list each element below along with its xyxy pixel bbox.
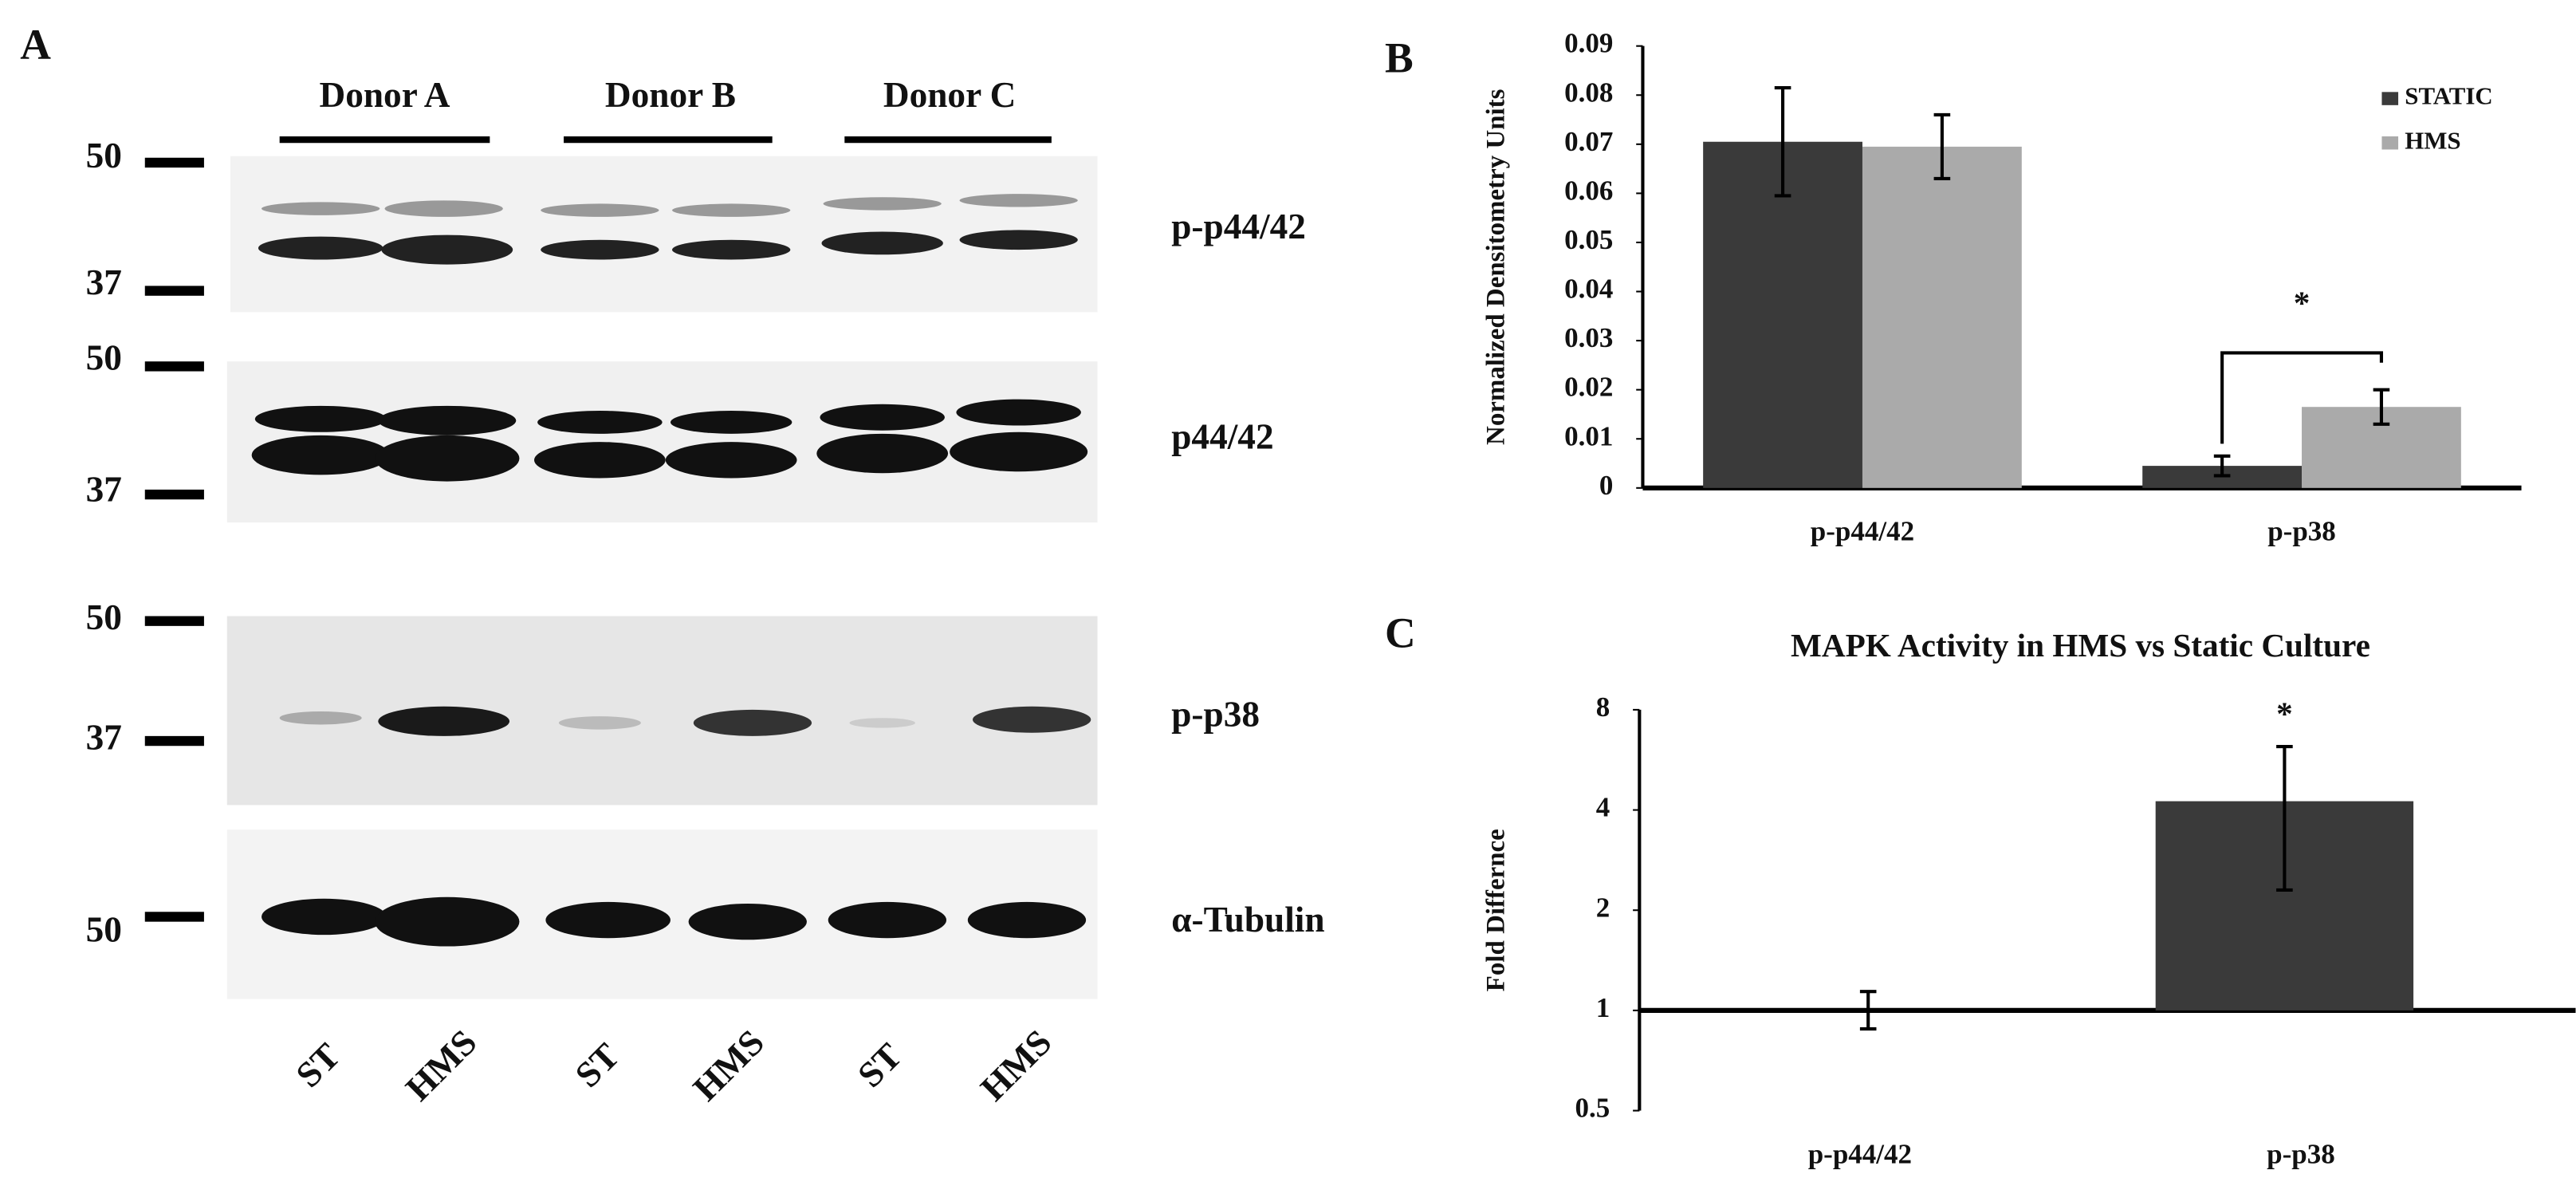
x-tick-label: p-p44/42	[1808, 1138, 1912, 1169]
legend-swatch	[2381, 136, 2399, 150]
marker-label: 50	[86, 338, 122, 378]
protein-label: p-p44/42	[1171, 207, 1306, 246]
y-tick-label: 2	[1596, 892, 1610, 923]
y-axis-title: Fold Differnce	[1482, 829, 1511, 991]
marker-dash	[144, 616, 204, 626]
marker-dash	[144, 157, 204, 168]
marker-dash	[144, 489, 204, 500]
donor-label: Donor B	[605, 75, 736, 115]
marker-label: 37	[86, 262, 122, 302]
panel-label: C	[1385, 609, 1416, 657]
panel-label: B	[1385, 34, 1414, 82]
error-bar	[2373, 388, 2390, 426]
x-tick-label: p-p38	[2267, 516, 2336, 547]
y-tick-label: 8	[1596, 691, 1610, 723]
marker-dash	[144, 735, 204, 747]
error-bar	[1859, 990, 1877, 1031]
marker-dash	[144, 361, 204, 372]
y-tick-label: 0	[1599, 470, 1614, 501]
y-tick-label: 0.02	[1564, 372, 1613, 403]
x-tick-label: p-p38	[2267, 1138, 2335, 1169]
bar	[1862, 146, 2022, 488]
marker-label: 37	[86, 469, 122, 509]
lane-label: ST	[850, 1035, 910, 1095]
y-tick-label: 1	[1596, 992, 1610, 1023]
error-bar	[1933, 112, 1951, 180]
blot-images	[226, 156, 1098, 999]
lane-label: ST	[568, 1035, 627, 1095]
legend-label: HMS	[2405, 126, 2460, 154]
annotation: *	[2276, 695, 2293, 731]
bar	[1703, 141, 1862, 488]
chart-title: MAPK Activity in HMS vs Static Culture	[1791, 627, 2370, 664]
error-bar	[2276, 745, 2293, 892]
lane-label: HMS	[973, 1022, 1059, 1109]
lane-label: HMS	[686, 1022, 772, 1109]
y-tick-label: 0.05	[1564, 224, 1613, 255]
lane-label: HMS	[398, 1022, 484, 1109]
donor-label: Donor C	[883, 75, 1017, 115]
y-tick-label: 0.01	[1564, 420, 1613, 451]
y-tick-label: 0.04	[1564, 274, 1613, 305]
marker-label: 50	[86, 909, 122, 949]
marker-label: 50	[86, 597, 122, 637]
protein-label: α-Tubulin	[1171, 900, 1324, 940]
legend-swatch	[2381, 92, 2399, 105]
marker-label: 37	[86, 717, 122, 757]
y-axis-title: Normalized Densitometry Units	[1482, 89, 1511, 445]
marker-dash	[144, 912, 204, 922]
y-tick-label: 4	[1596, 792, 1610, 823]
panel-label: A	[20, 21, 51, 69]
x-tick-label: p-p44/42	[1811, 516, 1914, 547]
protein-label: p-p38	[1171, 695, 1260, 735]
protein-label: p44/42	[1171, 416, 1273, 456]
y-tick-label: 0.06	[1564, 175, 1613, 206]
y-tick-label: 0.09	[1564, 28, 1613, 59]
y-tick-label: 0.5	[1575, 1093, 1610, 1124]
annotation: *	[2294, 284, 2311, 321]
lane-label: ST	[289, 1035, 348, 1095]
y-tick-label: 0.07	[1564, 126, 1613, 157]
error-bar	[2213, 454, 2231, 478]
marker-dash	[144, 286, 204, 296]
error-bar	[1774, 85, 1791, 198]
y-tick-label: 0.03	[1564, 322, 1613, 353]
legend-label: STATIC	[2405, 82, 2492, 110]
y-tick-label: 0.08	[1564, 77, 1613, 108]
marker-label: 50	[86, 136, 122, 175]
significance-bracket	[2220, 351, 2383, 444]
donor-label: Donor A	[319, 75, 450, 115]
